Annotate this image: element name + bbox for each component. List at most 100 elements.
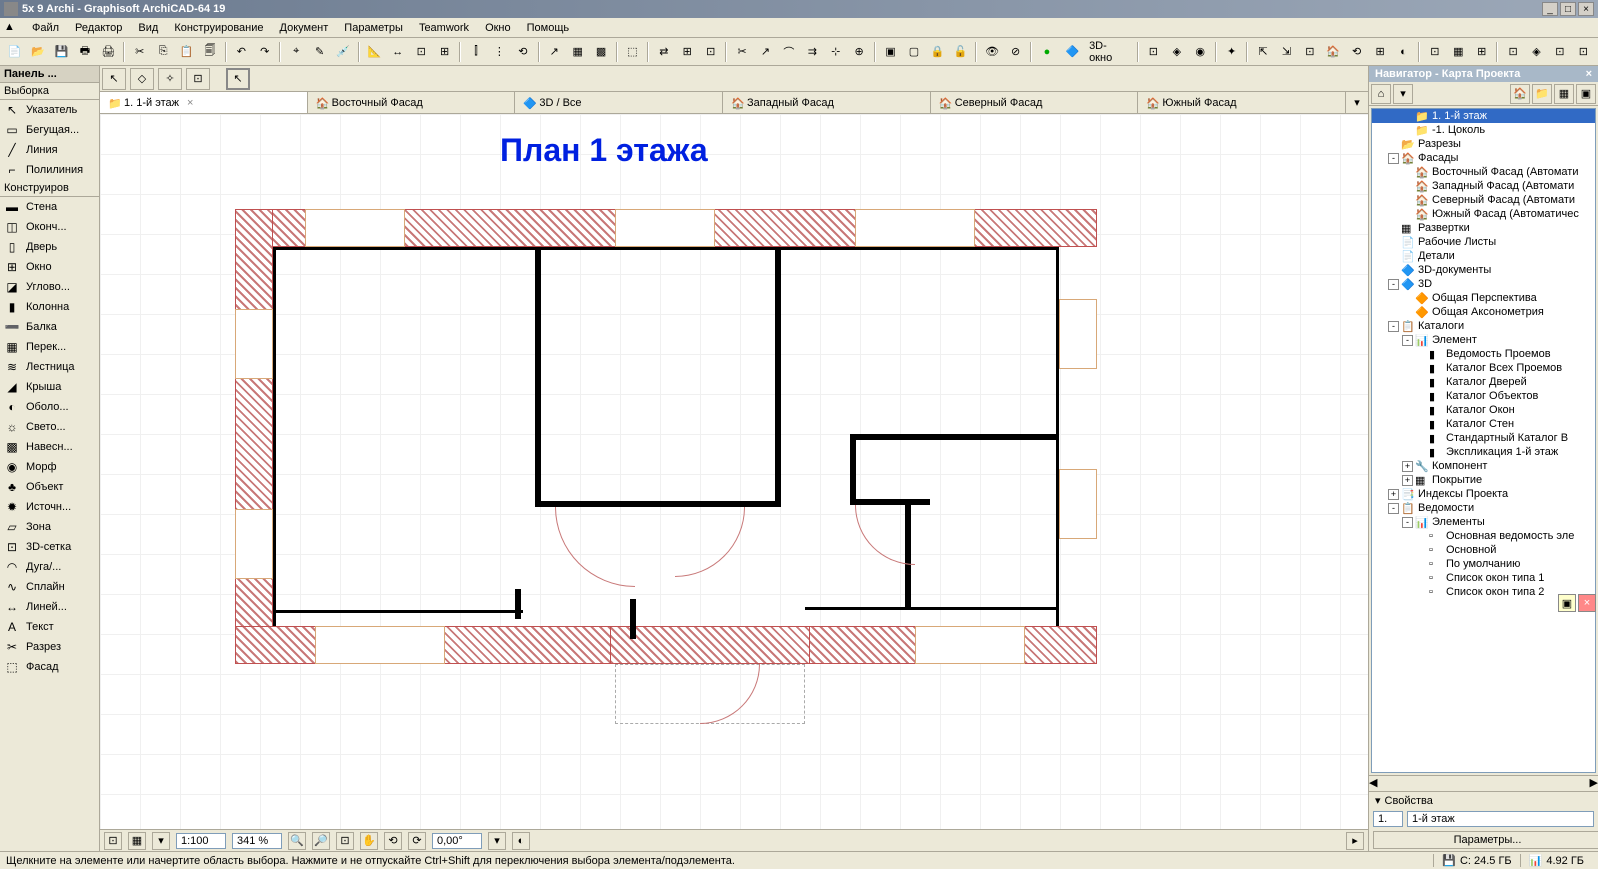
view-3-icon[interactable]: ◉ [1190, 41, 1211, 63]
close-button[interactable]: × [1578, 2, 1594, 16]
menu-конструирование[interactable]: Конструирование [166, 20, 271, 36]
tool-углово-[interactable]: ◪Углово... [0, 277, 99, 297]
clipboard-icon[interactable]: 🗐 [199, 41, 220, 63]
tool-сплайн[interactable]: ∿Сплайн [0, 577, 99, 597]
arrow-icon[interactable]: ↗ [544, 41, 565, 63]
tool-морф[interactable]: ◉Морф [0, 457, 99, 477]
tree-item[interactable]: 🏠Северный Фасад (Автомати [1372, 193, 1595, 207]
tool-оболо-[interactable]: ◐Оболо... [0, 397, 99, 417]
show-icon[interactable]: 👁 [981, 41, 1002, 63]
trace-icon[interactable]: ⬚ [622, 41, 643, 63]
tool-текст[interactable]: AТекст [0, 617, 99, 637]
props-name-field[interactable]: 1-й этаж [1407, 811, 1594, 827]
lock-icon[interactable]: 🔒 [927, 41, 948, 63]
tree-item[interactable]: 📁-1. Цоколь [1372, 123, 1595, 137]
panel-close-icon[interactable]: × [1578, 594, 1596, 612]
distribute-icon[interactable]: ⋮ [489, 41, 510, 63]
anchor-btn-2[interactable]: ◇ [130, 68, 154, 90]
fillet-icon[interactable]: ⌒ [778, 41, 799, 63]
trim-icon[interactable]: ✂ [731, 41, 752, 63]
split-icon[interactable]: ⊹ [825, 41, 846, 63]
tree-item[interactable]: ▮Каталог Объектов [1372, 389, 1595, 403]
tool-лестница[interactable]: ≋Лестница [0, 357, 99, 377]
rotate-icon[interactable]: ⟲ [512, 41, 533, 63]
3d-window-icon[interactable]: 🔷 [1062, 41, 1083, 63]
tool-разрез[interactable]: ✂Разрез [0, 637, 99, 657]
print-icon[interactable]: 🖨 [98, 41, 119, 63]
zoom-next-icon[interactable]: ⟳ [408, 832, 426, 850]
extra-icon[interactable]: ◐ [512, 832, 530, 850]
unlock-icon[interactable]: 🔓 [950, 41, 971, 63]
tree-item[interactable]: 🏠Южный Фасад (Автоматичес [1372, 207, 1595, 221]
tree-item[interactable]: 🔶Общая Перспектива [1372, 291, 1595, 305]
opt-5-icon[interactable]: ◈ [1526, 41, 1547, 63]
tree-item[interactable]: -📋Ведомости [1372, 501, 1595, 515]
tool-линей-[interactable]: ↔Линей... [0, 597, 99, 617]
nav-6-icon[interactable]: ⊞ [1369, 41, 1390, 63]
tool-перек-[interactable]: ▦Перек... [0, 337, 99, 357]
nav-5-icon[interactable]: ⟲ [1346, 41, 1367, 63]
nav-home-icon[interactable]: ⌂ [1371, 84, 1391, 104]
tree-item[interactable]: ▫Список окон типа 1 [1372, 571, 1595, 585]
tree-toggle-icon[interactable]: - [1388, 279, 1399, 290]
view-2-icon[interactable]: ◈ [1166, 41, 1187, 63]
opt-3-icon[interactable]: ⊞ [1471, 41, 1492, 63]
offset-icon[interactable]: ⇉ [802, 41, 823, 63]
tool-навесн-[interactable]: ▩Навесн... [0, 437, 99, 457]
anchor-btn-3[interactable]: ✧ [158, 68, 182, 90]
tool-3d-сетка[interactable]: ⊡3D-сетка [0, 537, 99, 557]
tree-item[interactable]: 🏠Западный Фасад (Автомати [1372, 179, 1595, 193]
open-file-icon[interactable]: 📂 [27, 41, 48, 63]
tree-toggle-icon[interactable]: - [1388, 503, 1399, 514]
mirror-icon[interactable]: ⇄ [653, 41, 674, 63]
tree-item[interactable]: ▮Ведомость Проемов [1372, 347, 1595, 361]
layers-icon[interactable]: ▦ [567, 41, 588, 63]
menu-редактор[interactable]: Редактор [67, 20, 130, 36]
tree-item[interactable]: ▦Развертки [1372, 221, 1595, 235]
tree-item[interactable]: ▮Экспликация 1-й этаж [1372, 445, 1595, 459]
grid-snap-icon[interactable]: ⊞ [434, 41, 455, 63]
tree-item[interactable]: 📄Детали [1372, 249, 1595, 263]
menu-параметры[interactable]: Параметры [336, 20, 411, 36]
tree-item[interactable]: -🏠Фасады [1372, 151, 1595, 165]
zoom-prev-icon[interactable]: ⟲ [384, 832, 402, 850]
angle-menu-icon[interactable]: ▾ [488, 832, 506, 850]
join-icon[interactable]: ⊕ [848, 41, 869, 63]
tree-item[interactable]: ▮Каталог Дверей [1372, 375, 1595, 389]
tree-item[interactable]: 📂Разрезы [1372, 137, 1595, 151]
bb-opt-icon[interactable]: ▾ [152, 832, 170, 850]
tool-источн-[interactable]: ✹Источн... [0, 497, 99, 517]
tree-toggle-icon[interactable]: - [1388, 153, 1399, 164]
bb-nav-icon[interactable]: ⊡ [104, 832, 122, 850]
zoom-in-icon[interactable]: 🔎 [312, 832, 330, 850]
zoom-fit-icon[interactable]: ⊡ [336, 832, 354, 850]
tree-item[interactable]: 🔶Общая Аксонометрия [1372, 305, 1595, 319]
nav-4-icon[interactable]: 🏠 [1323, 41, 1344, 63]
pan-icon[interactable]: ✋ [360, 832, 378, 850]
snap-icon[interactable]: ⊡ [411, 41, 432, 63]
copy-icon[interactable]: ⎘ [152, 41, 173, 63]
tree-item[interactable]: ▫По умолчанию [1372, 557, 1595, 571]
align-icon[interactable]: ⫿ [465, 41, 486, 63]
opt-7-icon[interactable]: ⊡ [1573, 41, 1594, 63]
tree-item[interactable]: ▫Основная ведомость эле [1372, 529, 1595, 543]
tree-toggle-icon[interactable]: + [1388, 489, 1399, 500]
tree-item[interactable]: 📄Рабочие Листы [1372, 235, 1595, 249]
tool-бегущая-[interactable]: ▭Бегущая... [0, 120, 99, 140]
render-icon[interactable]: ✦ [1221, 41, 1242, 63]
hide-icon[interactable]: ⊘ [1005, 41, 1026, 63]
tree-item[interactable]: ▫Основной [1372, 543, 1595, 557]
zoom-out-icon[interactable]: 🔍 [288, 832, 306, 850]
tool-балка[interactable]: ➖Балка [0, 317, 99, 337]
nav-dropdown-icon[interactable]: ▾ [1393, 84, 1413, 104]
tool-объект[interactable]: ♣Объект [0, 477, 99, 497]
nav-view-icon[interactable]: 📁 [1532, 84, 1552, 104]
tool-фасад[interactable]: ⬚Фасад [0, 657, 99, 677]
tool-линия[interactable]: ╱Линия [0, 140, 99, 160]
tool-дверь[interactable]: ▯Дверь [0, 237, 99, 257]
menu-окно[interactable]: Окно [477, 20, 519, 36]
tree-toggle-icon[interactable]: + [1402, 461, 1413, 472]
tree-item[interactable]: ▮Каталог Всех Проемов [1372, 361, 1595, 375]
tree-item[interactable]: 🔷3D-документы [1372, 263, 1595, 277]
tree-toggle-icon[interactable]: - [1402, 335, 1413, 346]
